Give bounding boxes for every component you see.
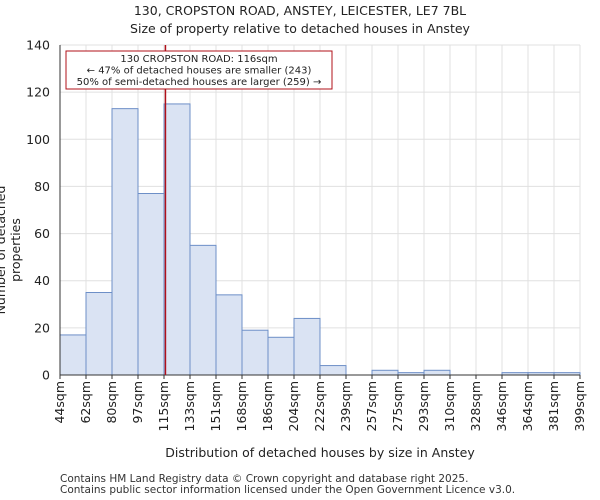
x-tick-label: 364sqm — [520, 381, 535, 431]
y-tick-label: 80 — [34, 179, 50, 194]
histogram-bar — [267, 336, 295, 376]
y-tick-label: 60 — [34, 226, 50, 241]
x-tick-label: 151sqm — [208, 381, 223, 431]
y-tick-label: 0 — [42, 368, 50, 383]
histogram-bar — [371, 369, 399, 376]
histogram-bar — [59, 334, 87, 376]
x-tick-label: 275sqm — [390, 381, 405, 431]
y-tick-label: 20 — [34, 320, 50, 335]
x-axis-label: Distribution of detached houses by size … — [165, 445, 475, 460]
chart-subtitle: Size of property relative to detached ho… — [130, 21, 470, 36]
histogram-bar — [189, 244, 217, 376]
y-tick-label: 120 — [26, 85, 50, 100]
x-tick-label: 399sqm — [572, 381, 587, 431]
x-tick-label: 381sqm — [546, 381, 561, 431]
x-tick-label: 44sqm — [52, 381, 67, 424]
x-tick-label: 97sqm — [130, 381, 145, 424]
histogram-bar — [293, 317, 321, 376]
y-tick-label: 100 — [26, 132, 50, 147]
footer-line-1: Contains HM Land Registry data © Crown c… — [60, 473, 469, 485]
x-tick-label: 80sqm — [104, 381, 119, 424]
footer-line-2: Contains public sector information licen… — [60, 484, 516, 496]
histogram-bar — [85, 292, 113, 376]
histogram-bar — [241, 329, 269, 376]
x-tick-label: 310sqm — [442, 381, 457, 431]
x-tick-label: 328sqm — [468, 381, 483, 431]
x-tick-label: 168sqm — [234, 381, 249, 431]
annotation-text: 50% of semi-detached houses are larger (… — [77, 77, 322, 88]
histogram-bar — [319, 365, 347, 376]
x-tick-label: 293sqm — [416, 381, 431, 431]
y-tick-label: 40 — [34, 273, 50, 288]
chart-title: 130, CROPSTON ROAD, ANSTEY, LEICESTER, L… — [133, 3, 467, 18]
x-tick-label: 62sqm — [78, 381, 93, 424]
annotation-box — [65, 50, 333, 90]
annotation-text: 130 CROPSTON ROAD: 116sqm — [120, 54, 277, 65]
x-tick-label: 186sqm — [260, 381, 275, 431]
x-tick-label: 133sqm — [182, 381, 197, 431]
annotation-text: ← 47% of detached houses are smaller (24… — [87, 66, 312, 77]
x-tick-label: 346sqm — [494, 381, 509, 431]
x-tick-label: 222sqm — [312, 381, 327, 431]
x-tick-label: 239sqm — [338, 381, 353, 431]
x-tick-label: 115sqm — [156, 381, 171, 431]
histogram-bar — [111, 108, 139, 376]
histogram-bar — [137, 193, 165, 376]
x-tick-label: 204sqm — [286, 381, 301, 431]
x-tick-label: 257sqm — [364, 381, 379, 431]
y-tick-label: 140 — [26, 38, 50, 53]
histogram-bar — [215, 294, 243, 376]
histogram-bar — [423, 369, 451, 376]
histogram-bar — [163, 103, 191, 376]
